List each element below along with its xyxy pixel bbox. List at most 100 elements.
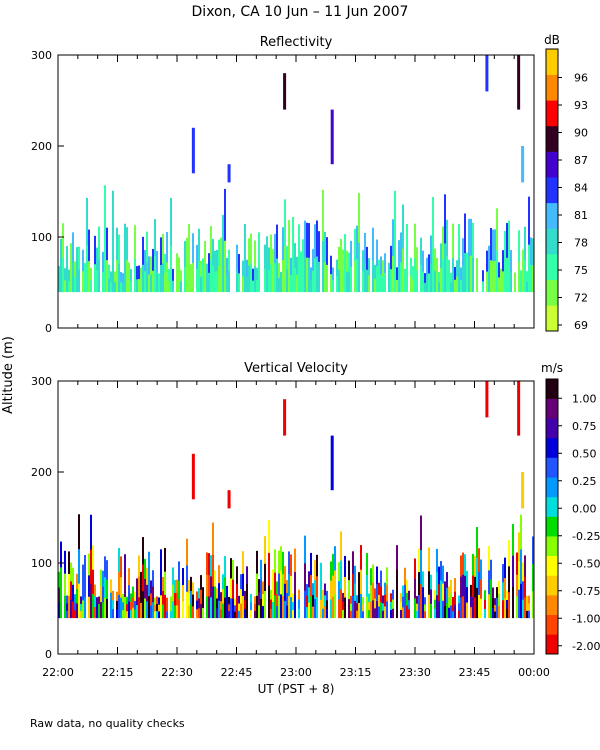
echo-cell	[70, 243, 72, 268]
echo-cell	[298, 599, 300, 609]
echo-cell	[274, 572, 276, 596]
colorbar-tick-label: -0.50	[572, 557, 600, 570]
echo-cell	[268, 269, 270, 293]
y-tick-label: 100	[31, 231, 52, 244]
echo-cell	[158, 282, 160, 293]
echo-cell	[160, 264, 162, 293]
echo-cell	[186, 538, 188, 566]
echo-cell	[306, 257, 308, 293]
echo-cell	[358, 587, 360, 603]
echo-cell	[314, 598, 316, 619]
echo-cell	[208, 574, 210, 597]
echo-cell	[506, 608, 508, 619]
echo-cell	[216, 597, 218, 609]
echo-cell	[498, 593, 500, 606]
echo-cell	[140, 587, 142, 603]
echo-cell	[520, 270, 522, 282]
echo-cell	[72, 567, 74, 585]
echo-cell	[160, 549, 162, 573]
echo-cell	[280, 593, 282, 619]
echo-cell	[224, 556, 226, 578]
echo-cell	[182, 584, 184, 602]
echo-cell	[492, 607, 494, 619]
echo-cell	[78, 246, 80, 270]
echo-cell	[196, 608, 198, 619]
echo-cell	[512, 523, 514, 556]
echo-cell	[440, 598, 442, 619]
echo-cell	[362, 604, 364, 612]
echo-cell	[214, 601, 216, 619]
colorbar-tick-label: 87	[574, 154, 588, 167]
echo-cell	[108, 264, 110, 279]
colorbar-tick-label: 0.25	[572, 475, 597, 488]
echo-cell	[182, 601, 184, 619]
isolated-echo	[283, 399, 287, 436]
echo-cell	[524, 226, 526, 260]
isolated-echo	[330, 109, 334, 165]
echo-cell	[246, 566, 248, 584]
echo-cell	[260, 559, 262, 580]
echo-cell	[306, 584, 308, 596]
echo-cell	[514, 272, 516, 283]
echo-cell	[326, 237, 328, 265]
echo-cell	[256, 267, 258, 281]
echo-cell	[274, 594, 276, 619]
echo-cell	[156, 610, 158, 619]
echo-cell	[470, 606, 472, 619]
echo-cell	[300, 271, 302, 293]
echo-cell	[136, 278, 138, 293]
echo-cell	[386, 600, 388, 619]
echo-cell	[388, 262, 390, 278]
echo-cell	[530, 237, 532, 266]
echo-cell	[156, 596, 158, 605]
isolated-echo	[485, 55, 489, 92]
echo-cell	[462, 595, 464, 619]
echo-cell	[466, 272, 468, 293]
echo-cell	[238, 254, 240, 274]
echo-cell	[448, 586, 450, 598]
reflectivity-title: Reflectivity	[260, 35, 333, 50]
echo-cell	[290, 257, 292, 276]
echo-cell	[310, 552, 312, 575]
echo-cell	[436, 257, 438, 276]
echo-cell	[432, 244, 434, 293]
echo-cell	[270, 234, 272, 264]
echo-cell	[130, 280, 132, 293]
echo-cell	[422, 250, 424, 272]
echo-cell	[126, 610, 128, 619]
echo-cell	[490, 227, 492, 261]
echo-cell	[276, 258, 278, 293]
echo-cell	[78, 514, 80, 550]
x-axis-label: UT (PST + 8)	[258, 682, 335, 696]
echo-cell	[360, 569, 362, 594]
echo-cell	[262, 581, 264, 595]
echo-cell	[286, 268, 288, 293]
echo-cell	[238, 603, 240, 611]
echo-cell	[158, 610, 160, 619]
echo-cell	[288, 595, 290, 619]
echo-cell	[276, 581, 278, 595]
echo-cell	[324, 606, 326, 619]
echo-cell	[92, 593, 94, 619]
echo-cell	[424, 273, 426, 283]
echo-cell	[188, 257, 190, 293]
echo-cell	[506, 590, 508, 601]
echo-cell	[342, 270, 344, 293]
echo-cell	[368, 274, 370, 293]
echo-cell	[190, 277, 192, 293]
echo-cell	[520, 583, 522, 619]
echo-cell	[168, 269, 170, 281]
echo-cell	[142, 590, 144, 619]
echo-cell	[278, 550, 280, 574]
echo-cell	[450, 592, 452, 606]
echo-cell	[428, 254, 430, 274]
isolated-echo	[191, 127, 195, 174]
echo-cell	[308, 257, 310, 293]
echo-cell	[162, 576, 164, 591]
echo-cell	[454, 279, 456, 293]
echo-cell	[290, 274, 292, 293]
echo-cell	[488, 268, 490, 293]
echo-cell	[84, 263, 86, 278]
echo-cell	[498, 262, 500, 278]
echo-cell	[316, 596, 318, 619]
